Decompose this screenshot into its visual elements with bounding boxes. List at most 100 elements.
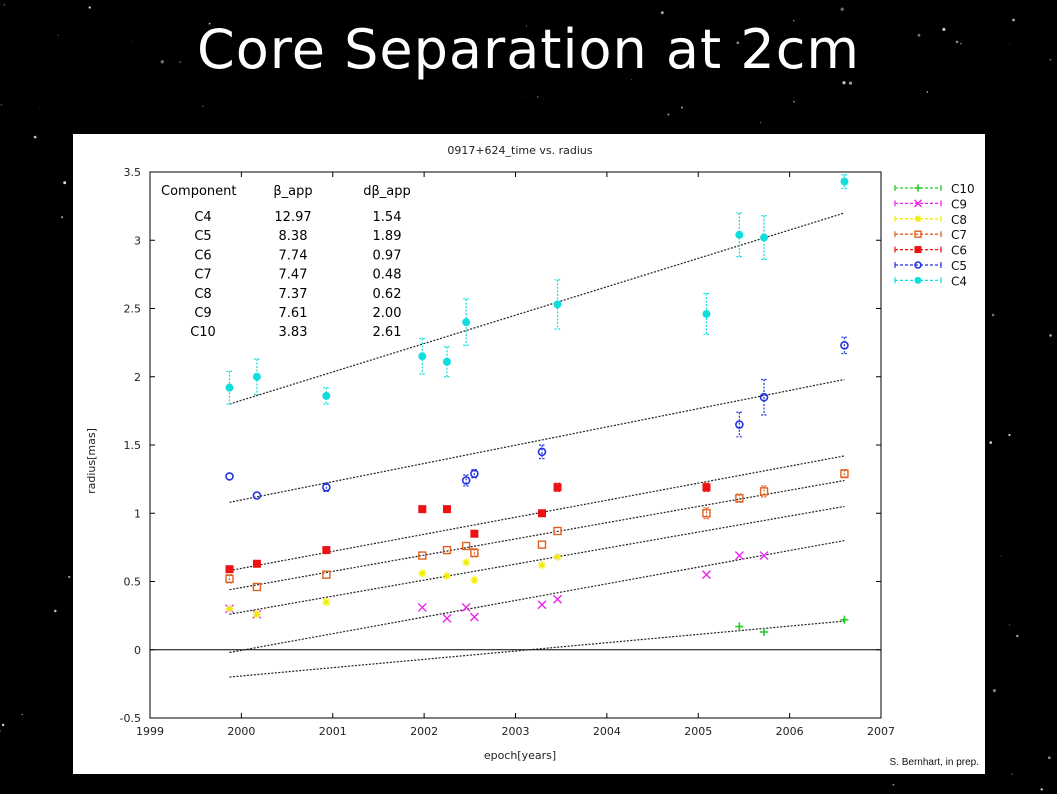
data-point-c9 bbox=[442, 613, 452, 623]
star-dot bbox=[60, 216, 64, 219]
star-dot bbox=[1008, 433, 1011, 437]
table-header: Component bbox=[161, 184, 236, 199]
data-point-c8 bbox=[252, 610, 261, 619]
data-point-c7 bbox=[840, 469, 849, 478]
data-point-c5 bbox=[225, 472, 234, 481]
y-tick-label: 2 bbox=[134, 371, 141, 384]
y-tick-label: -0.5 bbox=[120, 712, 141, 725]
data-point-c6 bbox=[252, 559, 261, 568]
data-point-c5 bbox=[537, 447, 547, 457]
data-point-c6 bbox=[442, 505, 451, 514]
star-dot bbox=[0, 730, 1, 732]
data-point-c9 bbox=[537, 600, 547, 610]
data-point-c7 bbox=[252, 582, 262, 592]
x-tick-label: 2000 bbox=[227, 725, 255, 738]
series-c9 bbox=[225, 551, 769, 623]
star-dot bbox=[57, 34, 59, 36]
star-dot bbox=[926, 91, 929, 93]
legend-cap bbox=[894, 200, 942, 207]
star-dot bbox=[179, 61, 181, 63]
star-dot bbox=[63, 181, 67, 185]
table-cell: 12.97 bbox=[274, 210, 311, 225]
star-dot bbox=[1011, 773, 1013, 775]
data-point-c7 bbox=[461, 541, 471, 551]
data-point-c8 bbox=[470, 576, 479, 585]
data-point-c4 bbox=[702, 309, 711, 318]
error-bar bbox=[761, 378, 768, 416]
table-cell: 2.61 bbox=[373, 325, 402, 340]
star-dot bbox=[54, 609, 57, 613]
data-point-c9 bbox=[701, 570, 711, 580]
data-point-c8 bbox=[418, 569, 427, 578]
star-dot bbox=[38, 107, 40, 109]
data-point-c5 bbox=[322, 483, 331, 492]
star-dot bbox=[842, 81, 846, 85]
data-point-c4 bbox=[442, 357, 451, 366]
table-cell: 8.38 bbox=[279, 229, 308, 244]
table-cell: C6 bbox=[194, 248, 211, 263]
legend-marker bbox=[914, 199, 922, 208]
data-point-c9 bbox=[734, 551, 744, 561]
table-cell: 3.83 bbox=[279, 325, 308, 340]
x-tick-label: 2006 bbox=[776, 725, 804, 738]
x-tick-label: 2003 bbox=[502, 725, 530, 738]
error-bar bbox=[736, 411, 743, 438]
star-dot bbox=[681, 106, 683, 109]
table-cell: C8 bbox=[194, 287, 211, 302]
data-point-c10 bbox=[760, 628, 769, 637]
data-point-c8 bbox=[225, 604, 234, 613]
data-point-c4 bbox=[225, 383, 234, 392]
star-dot bbox=[631, 79, 632, 80]
fit-line bbox=[229, 505, 845, 615]
plot-panel: 0917+624_time vs. radius epoch[years] ra… bbox=[73, 134, 985, 774]
table-cell: 0.97 bbox=[373, 248, 402, 263]
star-dot bbox=[522, 96, 523, 98]
data-point-c7 bbox=[702, 509, 711, 518]
series-c10 bbox=[735, 615, 849, 637]
star-dot bbox=[1009, 624, 1011, 626]
data-point-c5 bbox=[461, 476, 471, 485]
data-point-c4 bbox=[252, 372, 261, 381]
fit-line bbox=[229, 378, 845, 503]
data-point-c7 bbox=[735, 494, 744, 503]
star-dot bbox=[1049, 58, 1052, 61]
y-tick-label: 2.5 bbox=[124, 303, 142, 316]
star-dot bbox=[955, 40, 959, 44]
star-dot bbox=[0, 103, 3, 106]
star-dot bbox=[1016, 634, 1019, 638]
error-bar bbox=[226, 370, 233, 405]
star-dot bbox=[526, 25, 528, 27]
x-tick-label: 2002 bbox=[410, 725, 438, 738]
star-dot bbox=[10, 196, 12, 198]
y-tick-label: 1.5 bbox=[124, 439, 142, 452]
legend-cap bbox=[894, 215, 942, 222]
table-cell: 1.89 bbox=[373, 229, 402, 244]
series-c6 bbox=[225, 482, 711, 574]
legend-label: C5 bbox=[951, 259, 967, 273]
x-tick-label: 2005 bbox=[684, 725, 712, 738]
data-point-c4 bbox=[760, 233, 769, 242]
legend-label: C9 bbox=[951, 197, 967, 211]
legend-cap bbox=[894, 185, 942, 191]
series-c4 bbox=[225, 174, 849, 405]
table-cell: C9 bbox=[194, 306, 211, 321]
data-point-c8 bbox=[442, 572, 451, 581]
table-cell: 2.00 bbox=[373, 306, 402, 321]
star-dot bbox=[132, 41, 133, 42]
series-c7 bbox=[225, 468, 849, 592]
data-point-c6 bbox=[702, 483, 711, 492]
data-point-c9 bbox=[469, 612, 479, 622]
star-dot bbox=[792, 19, 795, 22]
data-point-c6 bbox=[418, 505, 427, 514]
legend-label: C4 bbox=[951, 274, 967, 288]
table-cell: 7.47 bbox=[279, 268, 308, 283]
table-cell: 0.62 bbox=[373, 287, 402, 302]
star-dot bbox=[992, 688, 997, 693]
data-point-c7 bbox=[322, 570, 331, 579]
star-dot bbox=[793, 100, 795, 103]
star-dot bbox=[917, 33, 921, 37]
data-point-c5 bbox=[252, 491, 262, 500]
star-dot bbox=[991, 313, 995, 317]
